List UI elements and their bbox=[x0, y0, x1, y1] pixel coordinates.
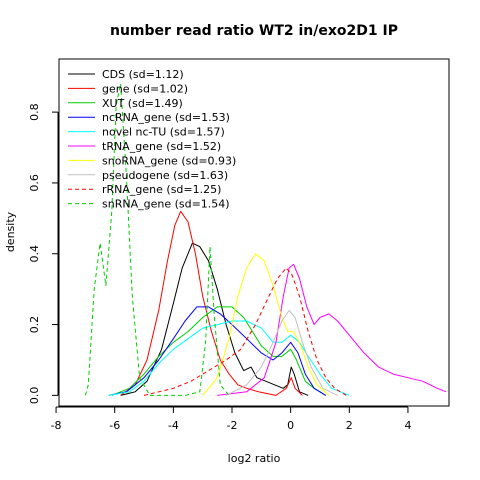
x-tick-label: -4 bbox=[168, 419, 179, 432]
y-tick-label: 0.6 bbox=[28, 174, 41, 192]
x-axis-label: log2 ratio bbox=[228, 452, 281, 465]
legend-label: CDS (sd=1.12) bbox=[102, 68, 184, 81]
x-tick-label: 4 bbox=[404, 419, 411, 432]
legend: CDS (sd=1.12)gene (sd=1.02) XUT (sd=1.49)… bbox=[68, 68, 236, 211]
y-tick-label: 0.4 bbox=[28, 245, 41, 263]
series-line-1 bbox=[120, 210, 303, 396]
series-layer bbox=[84, 83, 447, 396]
x-tick-label: 2 bbox=[346, 419, 353, 432]
legend-label: pseudogene (sd=1.63) bbox=[102, 169, 228, 182]
x-tick-label: -6 bbox=[109, 419, 120, 432]
series-line-0 bbox=[120, 242, 309, 396]
x-tick-label: -8 bbox=[51, 419, 62, 432]
chart-title: number read ratio WT2 in/exo2D1 IP bbox=[110, 23, 398, 39]
legend-label: rRNA_gene (sd=1.25) bbox=[102, 183, 221, 196]
legend-label: tRNA_gene (sd=1.52) bbox=[102, 140, 221, 153]
series-line-2 bbox=[111, 306, 327, 396]
series-line-6 bbox=[202, 253, 330, 396]
y-tick-label: 0.2 bbox=[28, 316, 41, 334]
legend-label: ncRNA_gene (sd=1.53) bbox=[102, 111, 230, 124]
y-tick-label: 0.0 bbox=[28, 387, 41, 405]
y-axis-label: density bbox=[4, 211, 17, 252]
legend-label: XUT (sd=1.49) bbox=[102, 97, 183, 110]
legend-label: novel nc-TU (sd=1.57) bbox=[102, 126, 225, 139]
series-line-7 bbox=[225, 309, 338, 396]
x-tick-label: -2 bbox=[227, 419, 238, 432]
series-line-4 bbox=[108, 320, 350, 396]
legend-label: gene (sd=1.02) bbox=[102, 82, 188, 95]
legend-label: snRNA_gene (sd=1.54) bbox=[102, 198, 230, 211]
plot-frame bbox=[58, 58, 450, 407]
series-line-5 bbox=[217, 263, 447, 396]
legend-label: snoRNA_gene (sd=0.93) bbox=[102, 154, 236, 167]
y-tick-label: 0.8 bbox=[28, 103, 41, 121]
x-axis: -8 -6 -4 -2 0 2 4 bbox=[51, 406, 411, 432]
x-tick-label: 0 bbox=[287, 419, 294, 432]
series-line-9 bbox=[84, 83, 230, 396]
y-axis: 0.0 0.2 0.4 0.6 0.8 bbox=[28, 103, 59, 405]
